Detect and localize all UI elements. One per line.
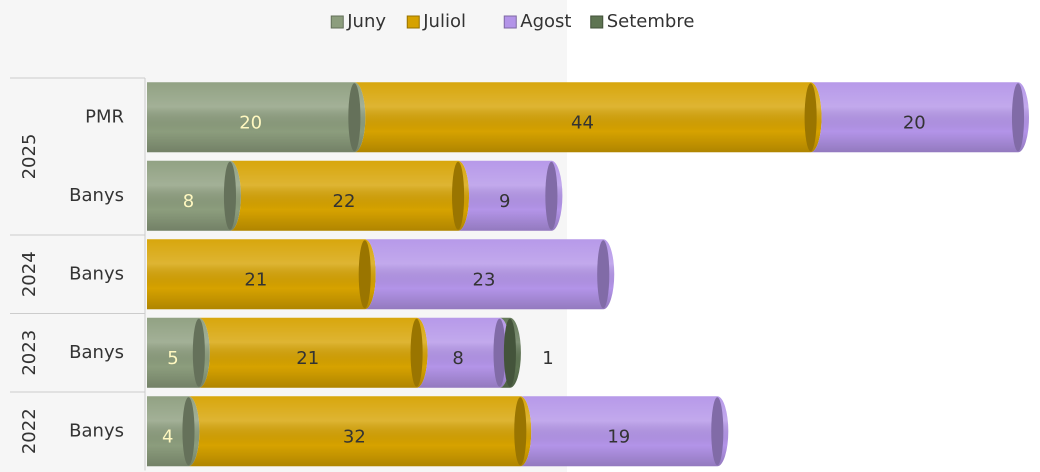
data-label: 8 <box>183 191 194 212</box>
category-label: Banys <box>69 420 124 441</box>
bar-shine <box>147 82 366 153</box>
data-label: 5 <box>167 348 178 369</box>
bar-cap <box>348 83 361 152</box>
data-label: 8 <box>452 348 463 369</box>
legend-swatch <box>330 15 344 29</box>
data-label: 1 <box>542 348 553 369</box>
bar-shine <box>147 239 376 310</box>
bar-shine <box>810 82 1029 153</box>
bar-shine <box>188 396 532 467</box>
bar-cap <box>192 318 205 387</box>
bar-cap <box>410 318 423 387</box>
category-label: PMR <box>85 106 124 127</box>
bar-cap <box>503 318 516 387</box>
category-label: Banys <box>69 185 124 206</box>
data-label: 23 <box>473 269 496 290</box>
bar-shine <box>499 317 521 388</box>
bar-shine <box>229 160 470 231</box>
bar-cap <box>452 161 465 230</box>
bar-shine <box>354 82 822 153</box>
data-label: 20 <box>903 112 926 133</box>
data-label: 44 <box>571 112 594 133</box>
bar-cap <box>545 161 558 230</box>
group-label: 2025 <box>19 134 40 180</box>
legend-swatch <box>503 15 517 29</box>
bar-shine <box>364 239 615 310</box>
legend-swatch <box>590 15 604 29</box>
bar-cap <box>597 240 610 309</box>
legend-label: Setembre <box>607 11 695 32</box>
legend-label: Juny <box>346 11 386 32</box>
bar-shine <box>147 160 241 231</box>
bar-cap <box>1011 83 1025 152</box>
group-label: 2024 <box>19 251 40 297</box>
category-label: Banys <box>69 342 124 363</box>
category-label: Banys <box>69 263 124 284</box>
data-label: 9 <box>499 191 510 212</box>
bar-shine <box>416 317 511 388</box>
legend-label: Agost <box>520 11 571 32</box>
bar-cap <box>358 240 371 309</box>
bar-cap <box>804 83 817 152</box>
bar-cap <box>223 161 237 230</box>
data-label: 19 <box>607 426 630 447</box>
data-label: 21 <box>244 269 267 290</box>
group-label: 2023 <box>19 330 40 376</box>
bar-shine <box>458 160 563 231</box>
data-label: 21 <box>296 348 319 369</box>
bar-cap <box>514 397 527 466</box>
legend-swatch <box>406 15 420 29</box>
data-label: 20 <box>239 112 262 133</box>
bar-cap <box>493 318 506 387</box>
bar-cap <box>182 397 195 466</box>
bar-shine <box>520 396 729 467</box>
bar-cap <box>711 397 724 466</box>
data-label: 4 <box>162 426 173 447</box>
data-label: 32 <box>343 426 366 447</box>
data-label: 22 <box>333 191 356 212</box>
plot-background <box>0 0 567 472</box>
legend-label: Juliol <box>422 11 466 32</box>
group-label: 2022 <box>19 408 40 454</box>
bar-shine <box>198 317 428 388</box>
